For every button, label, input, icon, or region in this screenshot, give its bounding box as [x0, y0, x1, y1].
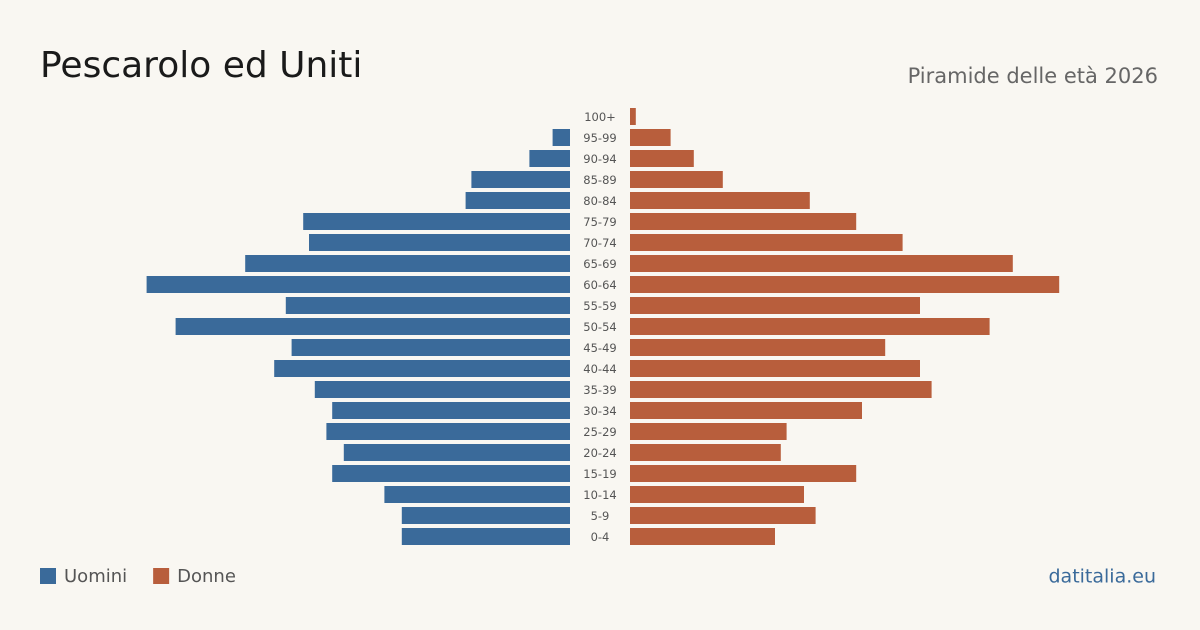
age-label: 15-19 [583, 467, 616, 481]
bar-female [630, 318, 990, 335]
bar-male [529, 150, 570, 167]
bar-male [384, 486, 570, 503]
bar-female [630, 192, 810, 209]
bar-female [630, 297, 920, 314]
age-label: 40-44 [583, 362, 616, 376]
age-label: 85-89 [583, 173, 616, 187]
bar-female [630, 339, 886, 356]
bar-male [332, 465, 570, 482]
bar-male [471, 171, 570, 188]
legend-swatch [40, 568, 56, 584]
age-label: 75-79 [583, 215, 616, 229]
bar-male [314, 381, 570, 398]
age-label: 70-74 [583, 236, 616, 250]
bar-female [630, 234, 903, 251]
age-label: 65-69 [583, 257, 616, 271]
bar-male [552, 129, 570, 146]
bar-male [465, 192, 570, 209]
bar-female [630, 486, 804, 503]
bar-female [630, 150, 694, 167]
bar-male [291, 339, 570, 356]
age-label: 45-49 [583, 341, 616, 355]
legend-label: Uomini [64, 566, 127, 587]
age-label: 25-29 [583, 425, 616, 439]
age-label: 20-24 [583, 446, 616, 460]
bar-male [401, 507, 570, 524]
age-label: 100+ [584, 110, 616, 124]
age-label: 50-54 [583, 320, 616, 334]
legend-label: Donne [177, 566, 236, 587]
bar-female [630, 108, 636, 125]
bar-female [630, 381, 932, 398]
bar-female [630, 444, 781, 461]
bar-female [630, 507, 816, 524]
age-label: 80-84 [583, 194, 616, 208]
age-label: 90-94 [583, 152, 616, 166]
bar-female [630, 423, 787, 440]
bar-male [245, 255, 570, 272]
chart-title: Pescarolo ed Uniti [40, 45, 362, 86]
bar-female [630, 255, 1013, 272]
bar-female [630, 276, 1060, 293]
age-label: 0-4 [591, 530, 610, 544]
age-label: 60-64 [583, 278, 616, 292]
bar-male [343, 444, 570, 461]
bar-male [146, 276, 570, 293]
bar-female [630, 465, 857, 482]
age-label: 95-99 [583, 131, 616, 145]
age-label: 55-59 [583, 299, 616, 313]
bar-female [630, 129, 671, 146]
age-label: 5-9 [591, 509, 610, 523]
bar-female [630, 360, 920, 377]
legend-swatch [153, 568, 170, 584]
bar-male [401, 528, 570, 545]
bar-female [630, 213, 857, 230]
bar-male [274, 360, 570, 377]
source-link[interactable]: datitalia.eu [1049, 566, 1157, 588]
bar-male [332, 402, 570, 419]
bar-male [175, 318, 570, 335]
chart-subtitle: Piramide delle età 2026 [908, 64, 1158, 88]
bar-female [630, 171, 723, 188]
age-label: 35-39 [583, 383, 616, 397]
bar-female [630, 402, 862, 419]
age-label: 30-34 [583, 404, 616, 418]
bar-male [303, 213, 570, 230]
bar-male [285, 297, 570, 314]
bar-male [309, 234, 570, 251]
bar-male [326, 423, 570, 440]
age-label: 10-14 [583, 488, 616, 502]
bar-female [630, 528, 775, 545]
